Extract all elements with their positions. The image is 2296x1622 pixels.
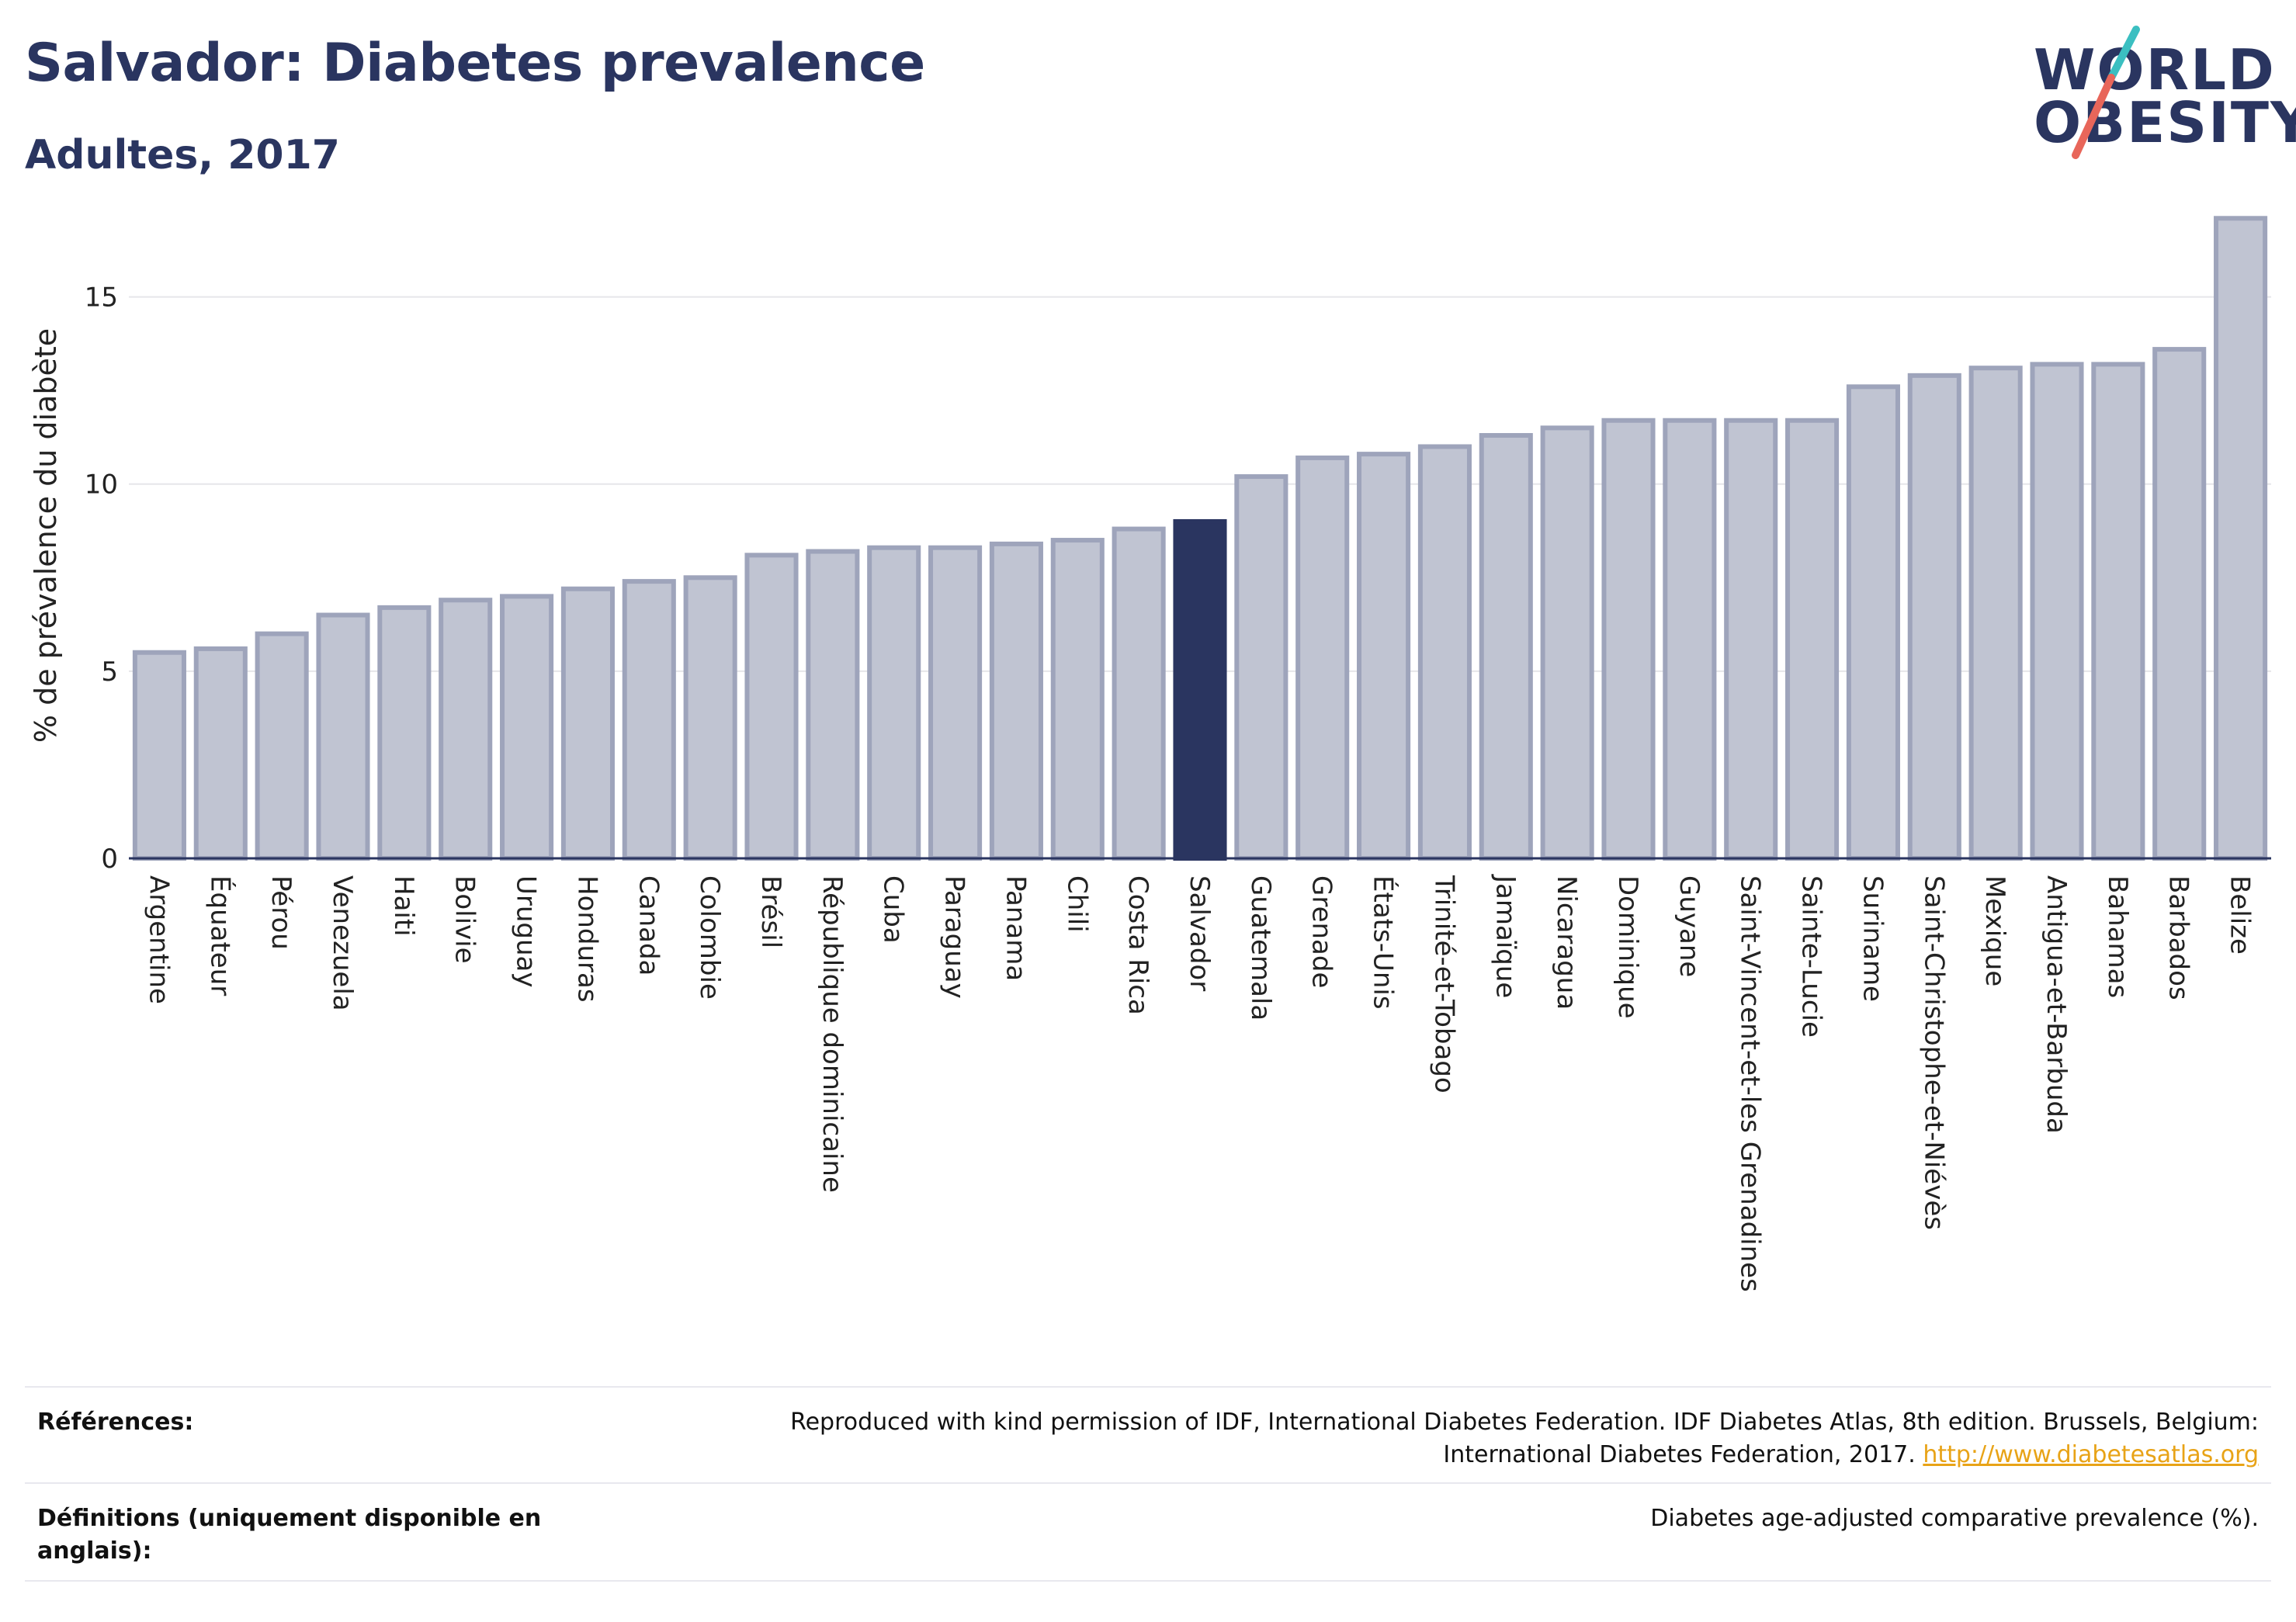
bar — [500, 594, 554, 861]
bar — [1907, 373, 1961, 861]
world-obesity-logo: WORLD OBESITY — [2018, 23, 2296, 163]
x-tick-label: États-Unis — [1368, 875, 1399, 1010]
x-tick-label: Dominique — [1612, 875, 1643, 1019]
bar — [2030, 362, 2084, 861]
x-tick-label: Antigua-et-Barbuda — [2041, 875, 2072, 1134]
x-tick-label: Sainte-Lucie — [1796, 875, 1827, 1038]
references-text: Reproduced with kind permission of IDF, … — [790, 1406, 2259, 1471]
bar — [1663, 418, 1717, 861]
x-tick-label: Grenade — [1306, 875, 1337, 988]
x-tick-label: Brésil — [755, 875, 786, 948]
x-tick-label: Haiti — [388, 875, 419, 937]
bar — [1968, 366, 2023, 861]
x-tick-label: Colombie — [694, 875, 725, 1000]
y-tick-label: 15 — [85, 282, 118, 314]
bar-chart: 0 5 10 15 % de prévalence du diabète Argentin… — [29, 216, 2271, 1292]
x-tick-label: Équateur — [204, 875, 236, 996]
bar — [1479, 433, 1533, 861]
bar — [193, 646, 248, 861]
page-subtitle: Adultes, 2017 — [25, 132, 340, 178]
logo-text-obesity: OBESITY — [2034, 90, 2296, 155]
x-tick-label: Salvador — [1184, 875, 1215, 991]
bar — [1724, 418, 1778, 861]
references-link[interactable]: http://www.diabetesatlas.org — [1923, 1441, 2259, 1468]
bar — [1417, 444, 1472, 861]
x-tick-label: Guatemala — [1245, 875, 1276, 1021]
bar — [1050, 538, 1105, 861]
bar — [2091, 362, 2145, 861]
references-section: Références: Reproduced with kind permiss… — [25, 1386, 2271, 1482]
x-tick-label: Chili — [1061, 875, 1092, 933]
x-tick-label: Belize — [2225, 875, 2256, 955]
x-tick-label: Argentine — [143, 875, 174, 1004]
x-tick-label: Jamaïque — [1490, 874, 1521, 998]
bar — [377, 605, 432, 861]
x-tick-label: Mexique — [1979, 875, 2010, 986]
references-text-line2: International Diabetes Federation, 2017. — [1443, 1441, 1916, 1468]
x-tick-label: Saint-Vincent-et-les Grenadines — [1735, 875, 1766, 1292]
x-tick-label: Venezuela — [327, 875, 358, 1011]
x-tick-label: Pérou — [265, 875, 297, 950]
bar — [316, 612, 370, 861]
definitions-label-line1: Définitions (uniquement disponible en — [37, 1505, 542, 1532]
x-tick-label: Nicaragua — [1551, 875, 1582, 1010]
definitions-section: Définitions (uniquement disponible en an… — [25, 1482, 2271, 1580]
y-tick-label: 5 — [101, 657, 118, 688]
definitions-text: Diabetes age-adjusted comparative preval… — [1650, 1505, 2259, 1532]
x-tick-label: Panama — [1000, 875, 1031, 981]
x-tick-label: Canada — [633, 875, 664, 976]
x-tick-label: Suriname — [1857, 875, 1888, 1002]
references-text-line1: Reproduced with kind permission of IDF, … — [790, 1409, 2259, 1436]
bar — [989, 541, 1043, 861]
logo-text-world: WORLD — [2034, 37, 2276, 102]
bar — [928, 545, 983, 861]
bar — [683, 575, 737, 861]
bar — [622, 579, 676, 861]
logo-slash-icon — [2072, 26, 2140, 159]
x-tick-label: République dominicaine — [817, 875, 848, 1193]
bar — [1357, 452, 1411, 861]
x-tick-label: Barbados — [2163, 875, 2194, 1000]
bar — [1173, 518, 1227, 861]
x-tick-label: Bolivie — [449, 875, 480, 964]
x-tick-label: Cuba — [878, 875, 909, 944]
definitions-label: Définitions (uniquement disponible en an… — [37, 1502, 541, 1568]
bar — [806, 549, 860, 861]
bar — [1846, 384, 1900, 861]
bar — [2152, 347, 2207, 861]
definitions-label-line2: anglais): — [37, 1537, 152, 1565]
bar — [439, 598, 493, 861]
x-tick-label: Trinité-et-Tobago — [1428, 875, 1459, 1093]
bar — [1234, 474, 1288, 861]
y-tick-label: 10 — [85, 470, 118, 501]
bar — [132, 650, 186, 861]
x-tick-label: Costa Rica — [1122, 875, 1153, 1015]
page-title: Salvador: Diabetes prevalence — [25, 33, 925, 94]
bar — [255, 631, 309, 861]
bar — [744, 553, 799, 861]
bar — [1295, 455, 1350, 861]
divider — [25, 1482, 2271, 1484]
bar — [1601, 418, 1656, 861]
bar — [560, 586, 615, 861]
references-label: Références: — [37, 1409, 194, 1436]
bar — [1112, 526, 1166, 861]
bar — [1785, 418, 1840, 861]
x-tick-label: Honduras — [571, 875, 602, 1003]
x-tick-label: Bahamas — [2102, 875, 2133, 998]
x-tick-label: Guyane — [1673, 875, 1705, 977]
x-tick-label: Saint-Christophe-et-Niévès — [1918, 875, 1949, 1230]
x-tick-label: Uruguay — [511, 875, 542, 988]
divider — [25, 1386, 2271, 1388]
x-tick-label: Paraguay — [939, 875, 970, 999]
y-tick-label: 0 — [101, 844, 118, 875]
bar — [1540, 425, 1594, 861]
bar — [867, 545, 921, 861]
divider — [25, 1580, 2271, 1582]
y-axis-label: % de prévalence du diabète — [29, 328, 63, 743]
bar — [2214, 216, 2268, 861]
